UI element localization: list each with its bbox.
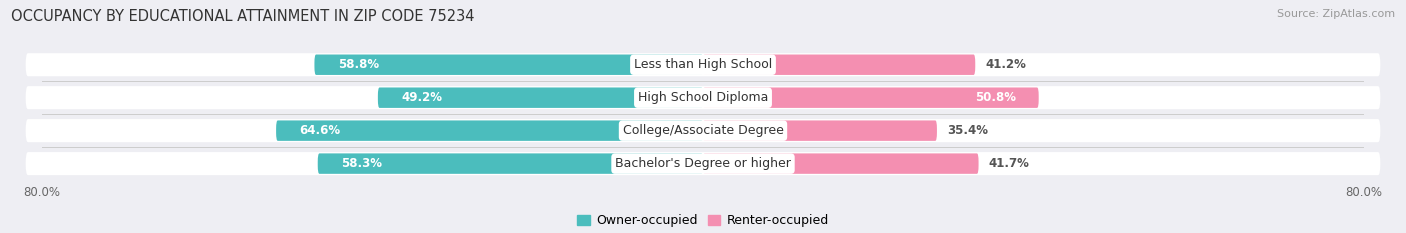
Text: 50.8%: 50.8% [974,91,1015,104]
FancyBboxPatch shape [276,120,703,141]
FancyBboxPatch shape [25,86,1381,109]
FancyBboxPatch shape [318,153,703,174]
Text: 58.8%: 58.8% [337,58,378,71]
Text: 49.2%: 49.2% [401,91,441,104]
FancyBboxPatch shape [703,153,979,174]
Text: 41.2%: 41.2% [986,58,1026,71]
Text: High School Diploma: High School Diploma [638,91,768,104]
Text: 64.6%: 64.6% [299,124,340,137]
FancyBboxPatch shape [25,152,1381,175]
FancyBboxPatch shape [703,120,936,141]
Text: Less than High School: Less than High School [634,58,772,71]
FancyBboxPatch shape [25,119,1381,142]
Text: College/Associate Degree: College/Associate Degree [623,124,783,137]
Text: 58.3%: 58.3% [340,157,382,170]
Text: Source: ZipAtlas.com: Source: ZipAtlas.com [1277,9,1395,19]
FancyBboxPatch shape [315,55,703,75]
FancyBboxPatch shape [703,55,976,75]
Text: OCCUPANCY BY EDUCATIONAL ATTAINMENT IN ZIP CODE 75234: OCCUPANCY BY EDUCATIONAL ATTAINMENT IN Z… [11,9,475,24]
Text: 41.7%: 41.7% [988,157,1029,170]
FancyBboxPatch shape [378,87,703,108]
Legend: Owner-occupied, Renter-occupied: Owner-occupied, Renter-occupied [572,209,834,232]
FancyBboxPatch shape [703,87,1039,108]
Text: 35.4%: 35.4% [946,124,988,137]
Text: Bachelor's Degree or higher: Bachelor's Degree or higher [614,157,792,170]
FancyBboxPatch shape [25,53,1381,76]
